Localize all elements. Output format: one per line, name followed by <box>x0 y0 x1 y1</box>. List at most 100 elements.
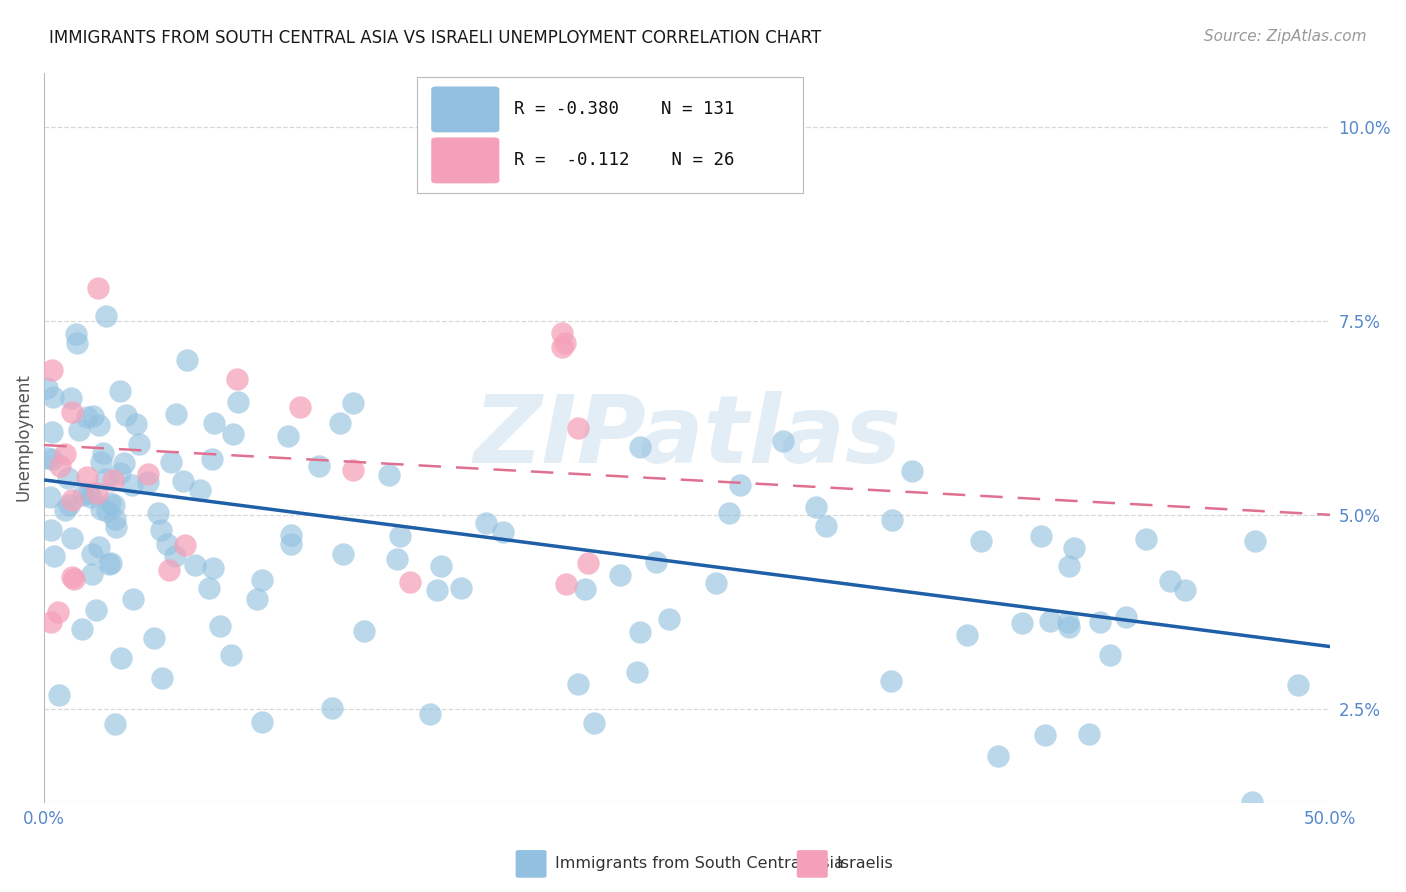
Point <box>150 523 173 537</box>
Point <box>880 674 903 689</box>
Point <box>576 556 599 570</box>
Point <box>94 472 117 486</box>
Point <box>128 437 150 451</box>
Point <box>87 281 110 295</box>
Point <box>41 425 63 439</box>
Point <box>72 488 94 502</box>
Point <box>308 459 330 474</box>
Point <box>146 506 169 520</box>
Point <box>658 612 681 626</box>
Point <box>1057 615 1080 629</box>
Point <box>450 581 472 595</box>
Point <box>86 486 108 500</box>
Text: IMMIGRANTS FROM SOUTH CENTRAL ASIA VS ISRAELI UNEMPLOYMENT CORRELATION CHART: IMMIGRANTS FROM SOUTH CENTRAL ASIA VS IS… <box>49 29 821 46</box>
Point <box>1286 678 1309 692</box>
Point <box>772 434 794 449</box>
Point <box>1078 727 1101 741</box>
Point <box>626 665 648 679</box>
Point <box>98 495 121 509</box>
Point <box>555 577 578 591</box>
Point <box>329 416 352 430</box>
Point <box>880 513 903 527</box>
Point <box>551 340 574 354</box>
Point <box>82 409 104 423</box>
Point <box>49 458 72 473</box>
Point <box>250 714 273 729</box>
Point <box>814 519 837 533</box>
Point <box>201 452 224 467</box>
Point <box>53 447 76 461</box>
Point <box>969 534 991 549</box>
Point <box>42 549 65 563</box>
Point <box>430 559 453 574</box>
Point <box>80 547 103 561</box>
Point <box>174 538 197 552</box>
Point <box>90 455 112 469</box>
Point <box>198 582 221 596</box>
Point <box>583 715 606 730</box>
Point <box>101 473 124 487</box>
Point <box>138 467 160 482</box>
Point <box>110 466 132 480</box>
Point <box>100 557 122 571</box>
Point <box>86 603 108 617</box>
Point <box>66 335 89 350</box>
Point <box>1244 534 1267 549</box>
Point <box>955 628 977 642</box>
Point <box>122 592 145 607</box>
Point <box>201 561 224 575</box>
Point <box>39 524 62 538</box>
Point <box>103 498 125 512</box>
Point <box>67 423 90 437</box>
Point <box>121 478 143 492</box>
Point <box>143 631 166 645</box>
Point <box>46 605 69 619</box>
Point <box>63 572 86 586</box>
Point <box>419 706 441 721</box>
Point <box>160 455 183 469</box>
Point <box>221 648 243 663</box>
Point <box>226 372 249 386</box>
Point <box>35 381 58 395</box>
Point <box>76 470 98 484</box>
Point <box>628 624 651 639</box>
Point <box>58 499 80 513</box>
Point <box>115 409 138 423</box>
Point <box>60 405 83 419</box>
Text: Source: ZipAtlas.com: Source: ZipAtlas.com <box>1204 29 1367 44</box>
Point <box>730 478 752 492</box>
Point <box>163 549 186 564</box>
Point <box>475 516 498 530</box>
Point <box>96 504 118 518</box>
Point <box>110 650 132 665</box>
Point <box>1098 648 1121 663</box>
Point <box>250 573 273 587</box>
Point <box>426 583 449 598</box>
Point <box>41 615 63 629</box>
Point <box>183 558 205 573</box>
Point <box>609 567 631 582</box>
Point <box>165 408 187 422</box>
Point <box>60 493 83 508</box>
Point <box>1159 574 1181 588</box>
Point <box>188 483 211 497</box>
Point <box>1057 620 1080 634</box>
FancyBboxPatch shape <box>432 137 499 184</box>
Point <box>645 555 668 569</box>
Point <box>172 474 194 488</box>
Point <box>38 490 60 504</box>
Point <box>388 529 411 543</box>
Point <box>65 326 87 341</box>
Point <box>89 417 111 432</box>
Point <box>332 547 354 561</box>
Point <box>80 491 103 505</box>
Point <box>1115 610 1137 624</box>
Point <box>342 463 364 477</box>
Point <box>246 591 269 606</box>
Point <box>42 390 65 404</box>
Point <box>987 749 1010 764</box>
Point <box>280 528 302 542</box>
Point <box>56 470 79 484</box>
Text: R = -0.380    N = 131: R = -0.380 N = 131 <box>513 101 734 119</box>
Point <box>551 326 574 341</box>
